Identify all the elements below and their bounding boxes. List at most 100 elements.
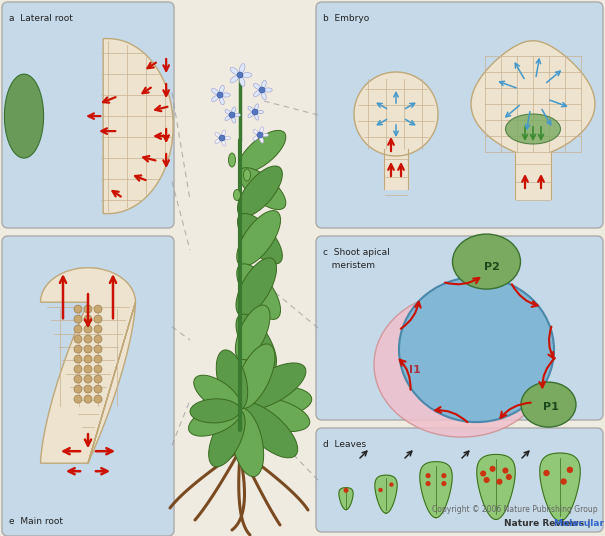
Ellipse shape: [506, 114, 560, 144]
Ellipse shape: [216, 350, 247, 410]
Ellipse shape: [236, 314, 276, 372]
Circle shape: [94, 385, 102, 393]
Circle shape: [84, 345, 92, 353]
Circle shape: [442, 481, 446, 486]
Ellipse shape: [232, 107, 235, 114]
Ellipse shape: [255, 114, 258, 120]
Circle shape: [425, 473, 431, 478]
Ellipse shape: [240, 64, 245, 73]
Circle shape: [94, 355, 102, 363]
Text: Copyright © 2006 Nature Publishing Group: Copyright © 2006 Nature Publishing Group: [433, 505, 598, 515]
Circle shape: [84, 315, 92, 323]
Ellipse shape: [240, 397, 310, 431]
Ellipse shape: [225, 115, 231, 121]
Ellipse shape: [209, 410, 245, 467]
Ellipse shape: [253, 91, 261, 96]
Circle shape: [74, 325, 82, 333]
Circle shape: [84, 365, 92, 373]
Circle shape: [506, 474, 512, 480]
Polygon shape: [4, 74, 44, 158]
Ellipse shape: [215, 132, 221, 138]
Circle shape: [252, 109, 258, 115]
Ellipse shape: [238, 213, 283, 264]
Circle shape: [74, 335, 82, 343]
Circle shape: [84, 335, 92, 343]
Ellipse shape: [212, 88, 219, 94]
Ellipse shape: [260, 127, 264, 133]
Ellipse shape: [230, 68, 238, 75]
Circle shape: [543, 470, 550, 476]
Ellipse shape: [239, 363, 306, 410]
Ellipse shape: [212, 95, 219, 101]
Circle shape: [84, 395, 92, 403]
Circle shape: [84, 305, 92, 313]
Circle shape: [257, 132, 263, 138]
Text: P1: P1: [543, 401, 558, 412]
Circle shape: [94, 345, 102, 353]
Ellipse shape: [242, 72, 252, 77]
Circle shape: [84, 355, 92, 363]
Circle shape: [74, 365, 82, 373]
Polygon shape: [375, 475, 397, 513]
Ellipse shape: [354, 72, 438, 156]
Circle shape: [567, 467, 573, 473]
Ellipse shape: [243, 169, 250, 181]
Ellipse shape: [235, 344, 275, 408]
Ellipse shape: [235, 305, 270, 361]
Circle shape: [483, 477, 489, 483]
Ellipse shape: [221, 130, 226, 137]
Polygon shape: [477, 455, 515, 519]
Ellipse shape: [257, 110, 264, 114]
Ellipse shape: [261, 92, 266, 100]
Text: b  Embryo: b Embryo: [323, 14, 369, 23]
Text: d  Leaves: d Leaves: [323, 440, 366, 449]
Circle shape: [74, 375, 82, 383]
Ellipse shape: [223, 136, 231, 140]
Ellipse shape: [261, 80, 266, 88]
Circle shape: [496, 479, 503, 485]
Ellipse shape: [253, 130, 259, 135]
Text: Nature Reviews |: Nature Reviews |: [504, 519, 594, 528]
Ellipse shape: [215, 138, 221, 144]
Circle shape: [74, 385, 82, 393]
Circle shape: [489, 466, 495, 472]
Polygon shape: [471, 41, 595, 156]
Circle shape: [425, 481, 431, 486]
Circle shape: [237, 72, 243, 78]
Ellipse shape: [220, 85, 224, 93]
Text: e  Main root: e Main root: [9, 517, 63, 526]
Ellipse shape: [221, 139, 226, 146]
Circle shape: [229, 112, 235, 118]
Ellipse shape: [238, 166, 283, 217]
Circle shape: [94, 375, 102, 383]
Circle shape: [74, 315, 82, 323]
Ellipse shape: [238, 403, 298, 458]
Circle shape: [94, 335, 102, 343]
Circle shape: [480, 471, 486, 477]
Ellipse shape: [194, 375, 241, 413]
Text: c  Shoot apical
   meristem: c Shoot apical meristem: [323, 248, 390, 270]
Ellipse shape: [229, 153, 235, 167]
Ellipse shape: [238, 168, 286, 210]
Text: a  Lateral root: a Lateral root: [9, 14, 73, 23]
Ellipse shape: [248, 113, 254, 117]
FancyBboxPatch shape: [2, 236, 174, 536]
Text: I1: I1: [408, 364, 420, 375]
Circle shape: [74, 395, 82, 403]
Polygon shape: [41, 267, 136, 463]
Circle shape: [94, 365, 102, 373]
Circle shape: [378, 488, 383, 492]
Circle shape: [217, 92, 223, 98]
Ellipse shape: [248, 107, 254, 111]
Ellipse shape: [261, 133, 269, 137]
Circle shape: [219, 135, 225, 141]
Ellipse shape: [521, 382, 576, 427]
Ellipse shape: [235, 360, 270, 415]
Ellipse shape: [240, 386, 312, 417]
Polygon shape: [420, 461, 452, 518]
Polygon shape: [103, 39, 173, 214]
Ellipse shape: [231, 408, 264, 477]
Ellipse shape: [222, 93, 230, 97]
Circle shape: [389, 482, 394, 487]
Ellipse shape: [237, 264, 281, 319]
